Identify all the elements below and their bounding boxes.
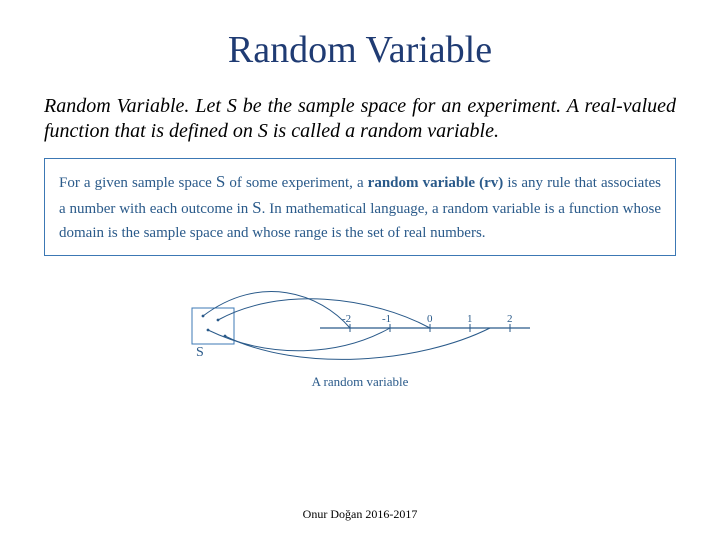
intro-paragraph: Random Variable. Let S be the sample spa… [44,94,676,144]
def-bold-term: random variable (rv) [368,175,504,191]
def-part-2: of some experiment, a [225,175,367,191]
mapping-curve [218,299,430,328]
tick-label: 0 [427,313,433,325]
mapping-curve [203,292,350,328]
sample-space-label: S [196,345,204,360]
definition-text: For a given sample space S of some exper… [59,169,661,245]
figure-caption: A random variable [312,374,409,390]
random-variable-diagram: S -2 -1 0 1 2 [170,278,550,370]
slide: Random Variable Random Variable. Let S b… [0,0,720,540]
figure-area: S -2 -1 0 1 2 [44,278,676,390]
sample-space-symbol-2: S [252,198,261,217]
tick-label: 1 [467,313,473,325]
sample-space-symbol: S [216,172,225,191]
page-title: Random Variable [44,28,676,72]
def-part-1: For a given sample space [59,175,216,191]
mapping-curve [225,328,490,359]
tick-label: -1 [382,313,391,325]
definition-box: For a given sample space S of some exper… [44,158,676,256]
mapping-curve [208,328,390,351]
tick-label: -2 [342,313,351,325]
footer-text: Onur Doğan 2016-2017 [0,507,720,522]
tick-label: 2 [507,313,513,325]
